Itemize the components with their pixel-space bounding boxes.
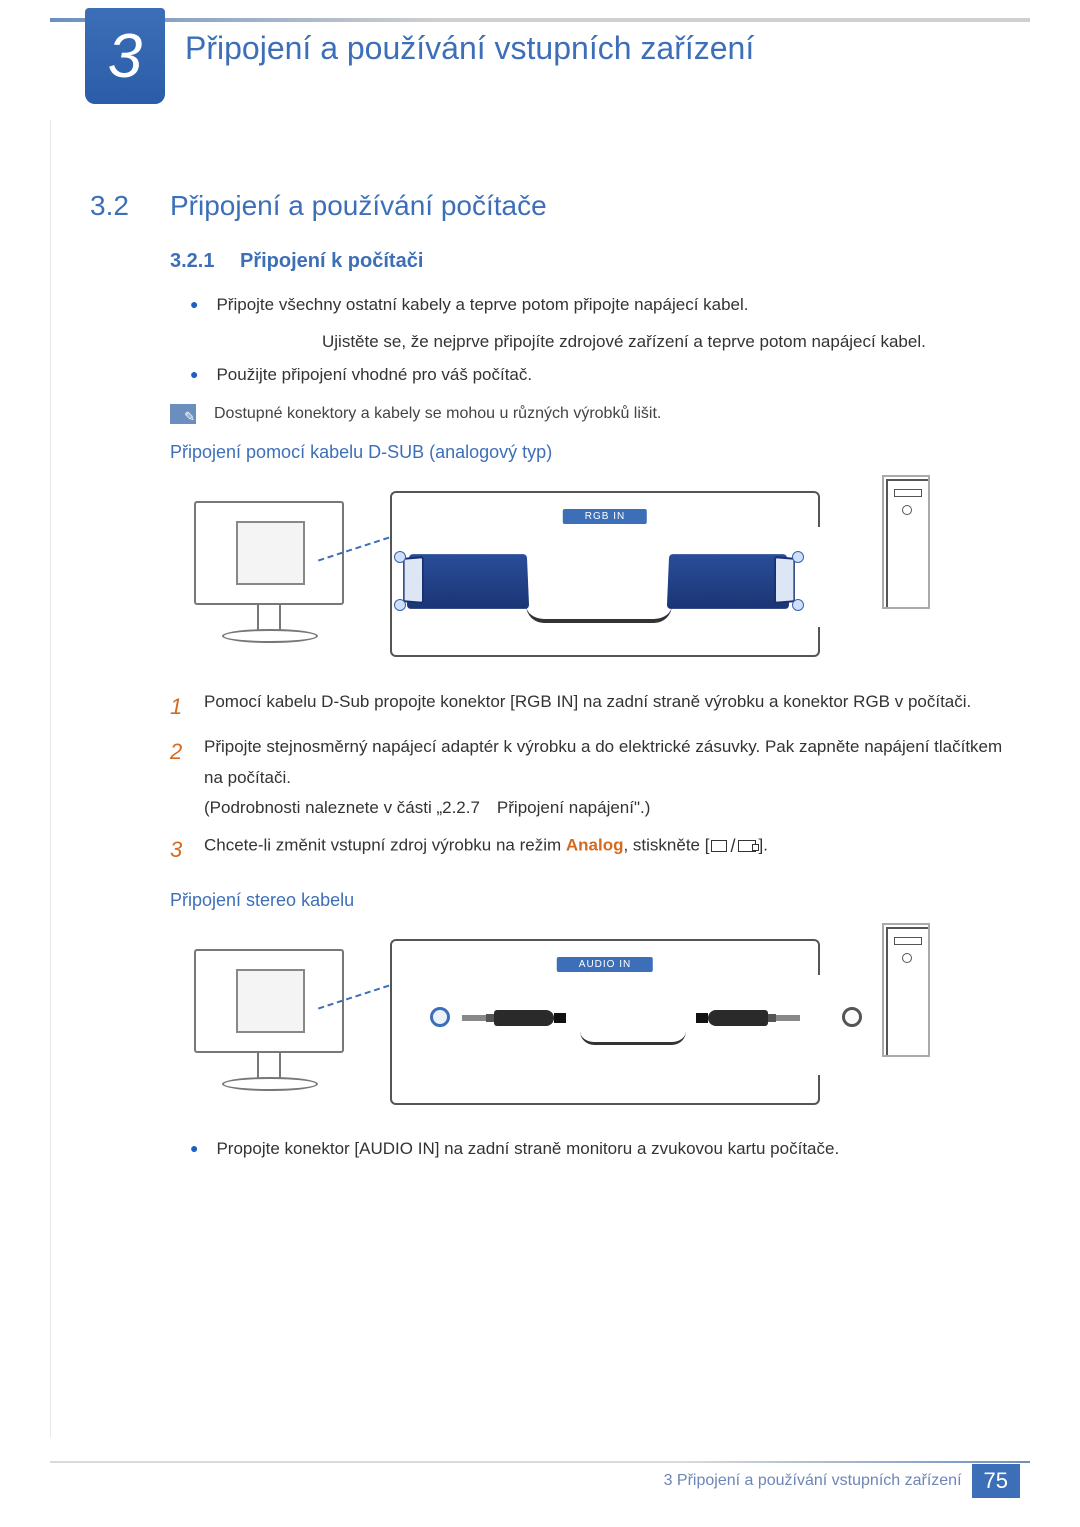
monitor-icon: [194, 949, 364, 1099]
chapter-badge: 3: [85, 8, 165, 104]
bullet-text: Propojte konektor [AUDIO IN] na zadní st…: [216, 1135, 839, 1164]
footer-text: 3 Připojení a používání vstupních zaříze…: [664, 1472, 962, 1490]
step-item: 1 Pomocí kabelu D-Sub propojte konektor …: [170, 687, 1010, 727]
left-rule: [50, 120, 51, 1437]
audio-heading: Připojení stereo kabelu: [170, 890, 1010, 911]
footer: 3 Připojení a používání vstupních zaříze…: [0, 1463, 1080, 1499]
audio-plug-left-icon: [462, 1009, 582, 1027]
step-text: Připojte stejnosměrný napájecí adaptér k…: [204, 732, 1010, 824]
chapter-number: 3: [108, 21, 142, 92]
subsection-number: 3.2.1: [170, 250, 220, 273]
step-number: 3: [170, 830, 186, 870]
step-3-end: ].: [758, 836, 767, 855]
step-3-pre: Chcete-li změnit vstupní zdroj výrobku n…: [204, 836, 566, 855]
bullet-dot-icon: ●: [190, 361, 198, 390]
document-page: 3 Připojení a používání vstupních zaříze…: [0, 0, 1080, 1527]
audio-in-port-icon: [430, 1007, 450, 1027]
chapter-title: Připojení a používání vstupních zařízení: [185, 30, 754, 67]
section-number: 3.2: [90, 190, 142, 222]
top-border: [50, 18, 1030, 22]
footer-page-number: 75: [972, 1464, 1020, 1498]
dsub-cable-icon: [526, 605, 672, 623]
audio-cable-icon: [580, 1031, 686, 1045]
audio-diagram: AUDIO IN: [190, 927, 930, 1117]
bullet-list: ● Připojte všechny ostatní kabely a tepr…: [190, 291, 1010, 390]
pc-tower-icon: [886, 927, 930, 1057]
port-label-rgb: RGB IN: [563, 509, 647, 524]
audio-bullet-list: ● Propojte konektor [AUDIO IN] na zadní …: [190, 1135, 1010, 1164]
note-icon: [170, 404, 196, 424]
step-2-line2: (Podrobnosti naleznete v části „2.2.7 Př…: [204, 798, 650, 817]
content-area: 3.2 Připojení a používání počítače 3.2.1…: [90, 190, 1010, 1178]
audio-out-port-icon: [842, 1007, 862, 1027]
bullet-item: ● Použijte připojení vhodné pro váš počí…: [190, 361, 1010, 390]
bullet-text: Použijte připojení vhodné pro váš počíta…: [216, 361, 532, 390]
subsection-heading: 3.2.1 Připojení k počítači: [170, 250, 1010, 273]
source-button-icon: /: [709, 830, 758, 862]
analog-keyword: Analog: [566, 836, 624, 855]
step-number: 1: [170, 687, 186, 727]
step-text: Pomocí kabelu D-Sub propojte konektor [R…: [204, 687, 1010, 727]
subsection-title: Připojení k počítači: [240, 250, 423, 273]
section-heading: 3.2 Připojení a používání počítače: [90, 190, 1010, 222]
note-text: Dostupné konektory a kabely se mohou u r…: [214, 405, 661, 423]
dsub-diagram: RGB IN: [190, 479, 930, 669]
bullet-item: ● Připojte všechny ostatní kabely a tepr…: [190, 291, 1010, 320]
bullet-dot-icon: ●: [190, 1135, 198, 1164]
step-item: 3 Chcete-li změnit vstupní zdroj výrobku…: [170, 830, 1010, 870]
port-label-audio: AUDIO IN: [557, 957, 653, 972]
dsub-connector-left-icon: [408, 553, 528, 609]
section-title: Připojení a používání počítače: [170, 190, 547, 222]
monitor-icon: [194, 501, 364, 651]
step-3-post: , stiskněte [: [623, 836, 709, 855]
bullet-text: Připojte všechny ostatní kabely a teprve…: [216, 291, 748, 320]
step-number: 2: [170, 732, 186, 824]
dsub-connector-right-icon: [668, 553, 788, 609]
audio-plug-right-icon: [680, 1009, 800, 1027]
note-row: Dostupné konektory a kabely se mohou u r…: [170, 404, 1010, 424]
numbered-steps: 1 Pomocí kabelu D-Sub propojte konektor …: [170, 687, 1010, 870]
bullet-dot-icon: ●: [190, 291, 198, 320]
bullet-subtext: Ujistěte se, že nejprve připojíte zdrojo…: [322, 328, 1010, 357]
step-item: 2 Připojte stejnosměrný napájecí adaptér…: [170, 732, 1010, 824]
pc-tower-icon: [886, 479, 930, 609]
step-2-line1: Připojte stejnosměrný napájecí adaptér k…: [204, 737, 1002, 787]
bullet-item: ● Propojte konektor [AUDIO IN] na zadní …: [190, 1135, 1010, 1164]
dsub-heading: Připojení pomocí kabelu D-SUB (analogový…: [170, 442, 1010, 463]
step-text: Chcete-li změnit vstupní zdroj výrobku n…: [204, 830, 1010, 870]
